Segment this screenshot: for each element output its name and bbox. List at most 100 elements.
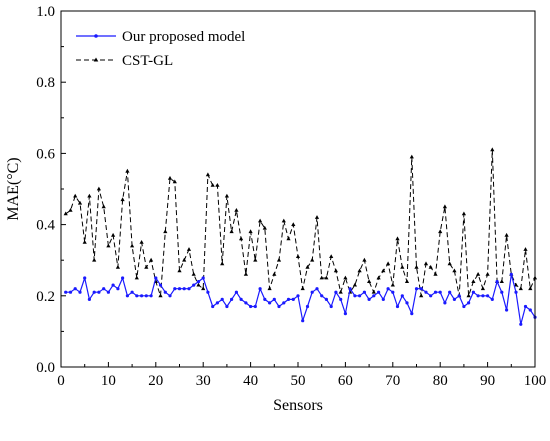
point-proposed bbox=[395, 304, 400, 309]
point-cstgl bbox=[262, 225, 267, 230]
point-cstgl bbox=[276, 257, 282, 262]
point-cstgl bbox=[523, 247, 528, 251]
point-proposed bbox=[83, 276, 87, 280]
x-axis-title: Sensors bbox=[273, 397, 323, 414]
point-proposed bbox=[377, 290, 381, 294]
point-cstgl bbox=[433, 272, 438, 276]
point-proposed bbox=[438, 290, 442, 294]
point-cstgl bbox=[476, 272, 481, 276]
point-proposed bbox=[154, 276, 158, 280]
point-proposed bbox=[158, 283, 163, 287]
x-tick-label: 100 bbox=[524, 373, 547, 389]
point-proposed bbox=[253, 304, 257, 309]
point-proposed bbox=[410, 312, 414, 316]
point-proposed bbox=[68, 290, 73, 294]
point-proposed bbox=[324, 297, 328, 301]
point-cstgl bbox=[134, 275, 139, 280]
point-cstgl bbox=[224, 193, 229, 198]
point-cstgl bbox=[319, 275, 324, 280]
point-cstgl bbox=[101, 204, 106, 209]
point-proposed bbox=[424, 290, 428, 294]
point-proposed bbox=[225, 304, 229, 309]
point-cstgl bbox=[258, 218, 263, 223]
point-cstgl bbox=[234, 208, 239, 212]
point-cstgl bbox=[490, 147, 495, 152]
point-cstgl bbox=[404, 279, 410, 283]
point-proposed bbox=[405, 301, 409, 305]
point-proposed bbox=[500, 290, 504, 294]
point-cstgl bbox=[409, 154, 414, 159]
point-cstgl bbox=[248, 229, 253, 234]
point-proposed bbox=[177, 287, 182, 291]
point-cstgl bbox=[286, 236, 291, 241]
y-tick-label: 0.2 bbox=[36, 289, 55, 305]
point-cstgl bbox=[423, 261, 429, 266]
point-proposed bbox=[116, 287, 120, 291]
point-cstgl bbox=[92, 257, 97, 262]
point-proposed bbox=[230, 297, 234, 301]
point-proposed bbox=[400, 294, 404, 298]
point-proposed bbox=[339, 297, 343, 301]
point-cstgl bbox=[149, 257, 154, 262]
point-proposed bbox=[220, 297, 224, 301]
point-proposed bbox=[443, 301, 447, 305]
point-cstgl bbox=[499, 279, 504, 283]
point-proposed bbox=[64, 290, 68, 294]
point-cstgl bbox=[120, 197, 125, 202]
point-proposed bbox=[490, 297, 494, 301]
point-proposed bbox=[486, 294, 490, 298]
x-tick-label: 10 bbox=[101, 373, 116, 389]
point-proposed bbox=[102, 287, 106, 291]
point-cstgl bbox=[333, 268, 338, 273]
point-cstgl bbox=[300, 286, 305, 291]
point-proposed bbox=[448, 290, 452, 294]
point-proposed bbox=[263, 297, 267, 301]
point-cstgl bbox=[419, 293, 424, 298]
x-tick-label: 50 bbox=[291, 373, 306, 389]
point-proposed bbox=[301, 319, 305, 323]
point-cstgl bbox=[518, 286, 523, 291]
point-proposed bbox=[258, 287, 262, 291]
x-tick-label: 40 bbox=[243, 373, 258, 389]
point-proposed bbox=[272, 297, 276, 301]
point-cstgl bbox=[390, 282, 395, 287]
point-cstgl bbox=[144, 264, 149, 269]
point-cstgl bbox=[528, 286, 533, 291]
point-proposed bbox=[234, 290, 238, 294]
legend-marker-cstgl bbox=[93, 57, 99, 62]
point-proposed bbox=[433, 290, 438, 294]
point-cstgl bbox=[466, 293, 471, 298]
point-cstgl bbox=[324, 275, 329, 280]
point-cstgl bbox=[461, 211, 466, 216]
point-cstgl bbox=[220, 261, 225, 266]
point-cstgl bbox=[272, 272, 277, 276]
point-cstgl bbox=[201, 286, 206, 291]
point-proposed bbox=[244, 301, 248, 305]
point-cstgl bbox=[63, 211, 68, 216]
point-proposed bbox=[125, 294, 129, 298]
point-proposed bbox=[462, 304, 466, 309]
point-proposed bbox=[452, 297, 456, 301]
point-proposed bbox=[149, 294, 153, 298]
point-proposed bbox=[320, 294, 324, 298]
series-line-proposed bbox=[65, 273, 536, 325]
point-cstgl bbox=[452, 268, 457, 273]
point-cstgl bbox=[167, 175, 173, 180]
point-cstgl bbox=[367, 279, 372, 283]
point-cstgl bbox=[210, 183, 215, 187]
point-proposed bbox=[92, 290, 96, 294]
point-proposed bbox=[97, 290, 101, 294]
point-proposed bbox=[106, 290, 110, 294]
point-proposed bbox=[268, 301, 272, 305]
point-cstgl bbox=[77, 200, 83, 205]
point-cstgl bbox=[329, 254, 334, 258]
point-proposed bbox=[391, 290, 395, 294]
point-proposed bbox=[211, 304, 215, 309]
point-proposed bbox=[286, 297, 291, 301]
point-proposed bbox=[130, 290, 134, 294]
point-cstgl bbox=[130, 243, 135, 248]
point-cstgl bbox=[186, 247, 192, 251]
x-tick-label: 60 bbox=[338, 373, 353, 389]
point-cstgl bbox=[504, 232, 509, 237]
